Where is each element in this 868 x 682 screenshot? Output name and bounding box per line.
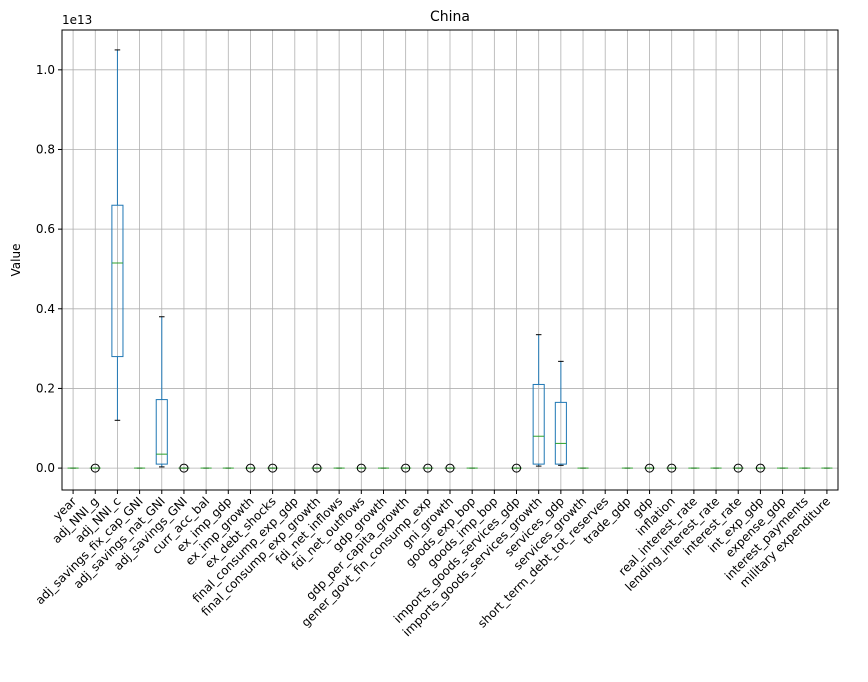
flier xyxy=(401,463,411,473)
y-tick-label: 0.6 xyxy=(36,222,55,236)
offset-label: 1e13 xyxy=(62,13,92,27)
y-tick-label: 0.0 xyxy=(36,461,55,475)
box xyxy=(532,383,545,465)
flier xyxy=(268,463,278,473)
flier xyxy=(179,463,189,473)
box xyxy=(554,401,567,465)
y-tick-label: 0.8 xyxy=(36,142,55,156)
y-tick-label: 1.0 xyxy=(36,63,55,77)
flier xyxy=(733,463,743,473)
flier xyxy=(667,463,677,473)
flier xyxy=(356,463,366,473)
box xyxy=(155,399,168,465)
plot-frame xyxy=(61,29,839,491)
flier xyxy=(445,463,455,473)
flier xyxy=(90,463,100,473)
flier xyxy=(755,463,765,473)
y-tick-label: 0.4 xyxy=(36,302,55,316)
flier xyxy=(645,463,655,473)
flier xyxy=(512,463,522,473)
flier xyxy=(423,463,433,473)
flier xyxy=(312,463,322,473)
chart-title: China xyxy=(430,9,470,25)
y-axis-label: Value xyxy=(9,244,23,277)
box xyxy=(111,204,124,358)
flier xyxy=(245,463,255,473)
y-tick-label: 0.2 xyxy=(36,381,55,395)
